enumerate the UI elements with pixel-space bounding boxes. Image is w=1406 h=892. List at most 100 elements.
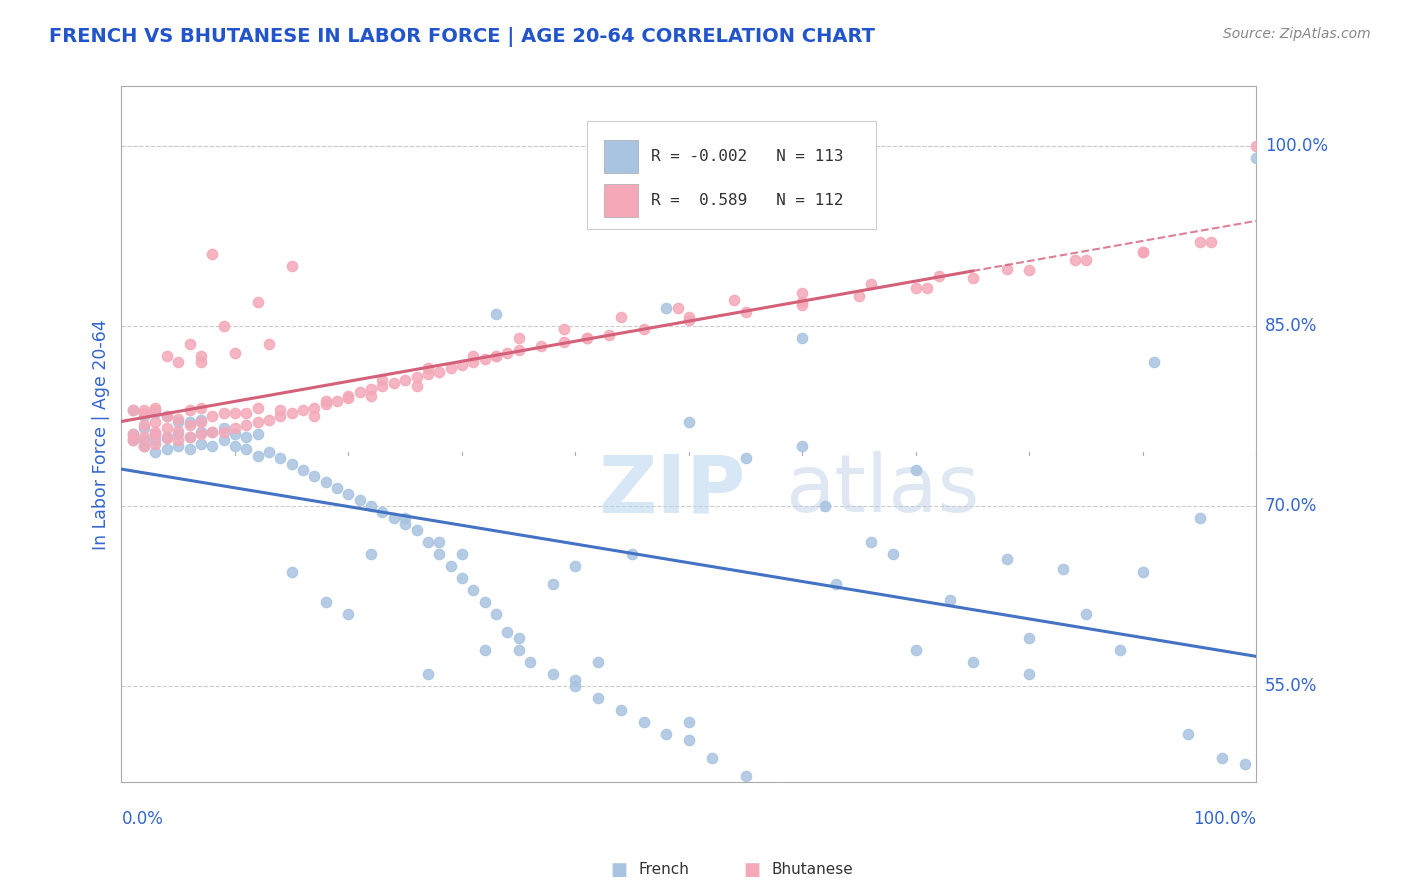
Point [257,413,280,427]
Point [541,667,564,681]
Point [201,425,224,439]
Point [145,434,167,448]
Point [496,625,519,640]
Point [190,427,212,442]
Point [201,247,224,261]
Point [382,376,405,390]
Point [700,751,723,765]
Point [939,593,962,607]
Point [145,427,167,442]
Point [917,281,939,295]
Point [1018,632,1040,646]
Text: ZIP: ZIP [598,451,745,529]
Point [179,416,201,430]
Point [224,427,246,442]
Point [315,397,337,411]
Point [235,430,257,444]
Point [962,656,984,670]
Point [145,445,167,459]
Point [269,409,291,424]
Point [167,427,190,442]
Point [904,463,927,477]
Point [224,346,246,360]
Point [814,500,837,514]
Point [463,350,485,364]
Point [1188,235,1211,250]
Point [564,673,586,688]
Point [995,552,1018,566]
Point [734,769,756,783]
Point [145,403,167,417]
Point [451,548,474,562]
Point [485,350,508,364]
Point [337,392,360,406]
Point [326,482,349,496]
Point [394,373,416,387]
Text: R =  0.589   N = 112: R = 0.589 N = 112 [651,193,844,208]
Point [190,350,212,364]
Point [575,331,598,345]
Point [337,487,360,501]
Point [179,417,201,432]
Point [360,389,382,403]
Point [304,469,326,483]
Point [427,535,450,549]
Point [904,281,927,295]
Point [416,361,439,376]
Point [280,406,302,420]
Text: 85.0%: 85.0% [1265,318,1317,335]
Point [496,346,519,360]
Point [134,417,156,432]
Point [360,500,382,514]
Point [371,373,394,387]
Text: 0.0%: 0.0% [121,810,163,829]
Point [134,439,156,453]
Point [1234,757,1257,772]
Point [134,434,156,448]
Point [179,430,201,444]
Point [235,442,257,456]
Point [416,535,439,549]
Point [451,571,474,585]
Point [280,566,302,580]
Point [304,409,326,424]
Point [167,439,190,453]
Point [1076,607,1098,622]
Point [121,427,143,442]
Point [519,656,541,670]
Point [962,271,984,285]
Point [145,425,167,439]
Point [553,322,575,336]
Point [485,607,508,622]
Point [1018,667,1040,681]
Point [825,577,848,591]
Point [564,680,586,694]
Point [678,313,700,327]
Text: Bhutanese: Bhutanese [772,863,853,877]
Point [201,409,224,424]
Point [179,337,201,351]
Point [463,355,485,369]
Point [246,449,269,463]
Point [1143,355,1166,369]
Point [315,393,337,408]
Point [337,607,360,622]
Text: FRENCH VS BHUTANESE IN LABOR FORCE | AGE 20-64 CORRELATION CHART: FRENCH VS BHUTANESE IN LABOR FORCE | AGE… [49,27,875,46]
Point [190,401,212,415]
Point [610,310,633,324]
Point [474,351,496,366]
Point [246,401,269,415]
Point [371,505,394,519]
Point [416,368,439,382]
Point [121,434,143,448]
Point [610,703,633,717]
Point [121,403,143,417]
Text: ■: ■ [610,861,627,879]
Point [349,493,371,508]
Point [360,548,382,562]
Point [156,430,179,444]
Point [292,463,315,477]
Y-axis label: In Labor Force | Age 20-64: In Labor Force | Age 20-64 [93,319,110,549]
Point [928,268,950,283]
Point [1177,727,1199,741]
